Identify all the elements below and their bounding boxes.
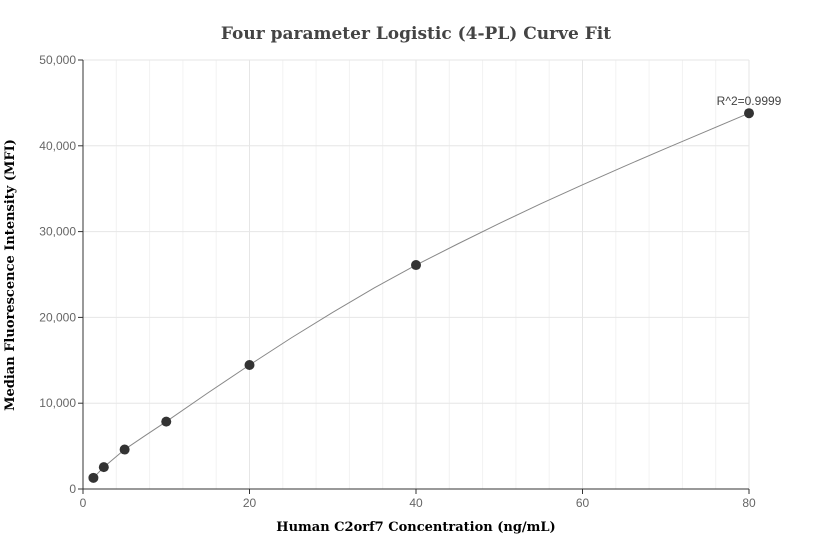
y-tick-label: 20,000 xyxy=(39,310,76,324)
y-tick-label: 40,000 xyxy=(39,139,76,153)
x-axis-title: Human C2orf7 Concentration (ng/mL) xyxy=(276,520,555,535)
chart-title: Four parameter Logistic (4-PL) Curve Fit xyxy=(221,24,611,44)
fit-curve-line xyxy=(93,112,750,479)
axes: 0 10,000 20,000 30,000 40,000 50,000 0 20 40 60 80 xyxy=(39,53,756,510)
y-axis-title: Median Fluorescence Intensity (MFI) xyxy=(3,139,18,411)
x-tick-label: 20 xyxy=(243,496,257,510)
x-tick-label: 0 xyxy=(80,496,87,510)
y-tick-label: 30,000 xyxy=(39,225,76,239)
x-tick-label: 40 xyxy=(409,496,423,510)
data-point xyxy=(88,472,99,483)
data-point xyxy=(411,260,421,271)
grid xyxy=(83,59,750,489)
data-point xyxy=(98,462,109,473)
data-point xyxy=(744,108,754,119)
r-squared-annotation: R^2=0.9999 xyxy=(717,94,782,108)
data-point xyxy=(161,416,172,427)
y-tick-label: 10,000 xyxy=(39,396,76,410)
data-point xyxy=(119,444,130,455)
data-points xyxy=(88,108,754,483)
x-tick-label: 60 xyxy=(576,496,590,510)
fit-curve-layer xyxy=(93,112,750,479)
y-tick-label: 0 xyxy=(69,482,76,496)
x-tick-label: 80 xyxy=(742,496,756,510)
data-point xyxy=(244,360,255,371)
y-tick-label: 50,000 xyxy=(39,53,76,67)
